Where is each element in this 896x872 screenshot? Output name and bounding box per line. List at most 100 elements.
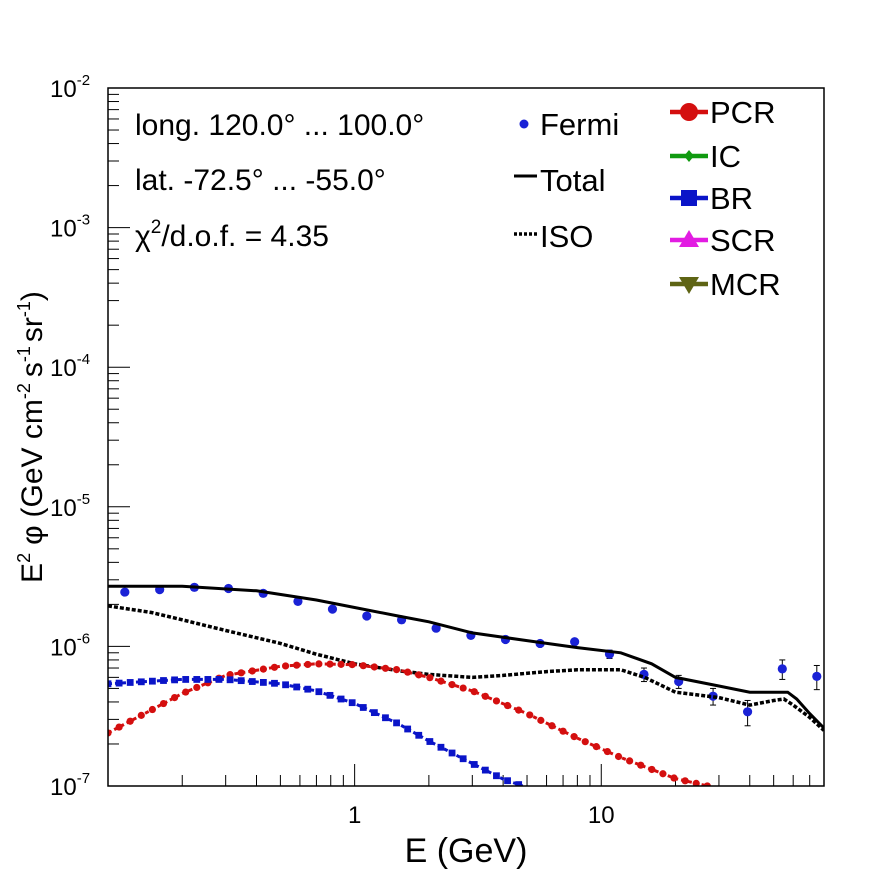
y-tick-label: 10-6 bbox=[50, 630, 90, 661]
pcr-point bbox=[592, 743, 600, 751]
longitude-annotation: long. 120.0° ... 100.0° bbox=[135, 109, 424, 142]
br-point bbox=[382, 714, 389, 722]
y-label-s-sup: -1 bbox=[14, 346, 34, 362]
fermi-point bbox=[570, 637, 580, 647]
pcr-point bbox=[270, 663, 279, 671]
pcr-point bbox=[614, 752, 623, 761]
fermi-point bbox=[293, 596, 303, 607]
pcr-point bbox=[681, 777, 689, 785]
pcr-point bbox=[515, 706, 523, 714]
pcr-point bbox=[415, 671, 423, 679]
pcr-point bbox=[459, 684, 467, 692]
y-tick-base: 10 bbox=[50, 495, 77, 522]
legend-triangle-up-marker bbox=[679, 230, 699, 247]
br-point bbox=[504, 777, 511, 785]
pcr-point bbox=[337, 660, 345, 668]
y-label-unit-open: (GeV cm bbox=[16, 399, 49, 517]
br-point bbox=[315, 688, 323, 696]
br-point bbox=[126, 679, 134, 686]
fermi-point bbox=[120, 587, 130, 597]
pcr-point bbox=[193, 683, 201, 692]
y-tick-exp: -4 bbox=[77, 351, 90, 368]
legend-item-br: BR bbox=[670, 181, 753, 216]
br-point bbox=[282, 681, 289, 689]
br-point bbox=[415, 731, 423, 739]
br-point bbox=[271, 679, 278, 687]
y-tick-label: 10-2 bbox=[50, 72, 90, 103]
pcr-point bbox=[381, 664, 390, 672]
pcr-point bbox=[559, 727, 567, 735]
x-axis-label: E (GeV) bbox=[405, 832, 528, 870]
y-tick-exp: -6 bbox=[77, 630, 90, 647]
y-tick-exp: -5 bbox=[77, 491, 90, 508]
x-tick-labels: 1 10 bbox=[348, 802, 615, 829]
pcr-point bbox=[581, 738, 589, 746]
br-point bbox=[348, 699, 356, 707]
pcr-point bbox=[148, 705, 156, 714]
br-point bbox=[293, 683, 301, 691]
y-axis-label: E2φ(GeV cm-2s-1sr-1) bbox=[14, 291, 49, 583]
series-total bbox=[108, 584, 824, 730]
pcr-point bbox=[108, 729, 112, 737]
pcr-point bbox=[481, 692, 489, 700]
pcr-point bbox=[404, 668, 412, 676]
chi-square-annotation: χ2/d.o.f. = 4.35 bbox=[135, 217, 329, 253]
br-point bbox=[259, 679, 267, 686]
y-tick-exp: -3 bbox=[77, 212, 90, 229]
br-point bbox=[470, 761, 478, 768]
br-point bbox=[160, 677, 167, 684]
pcr-point bbox=[570, 733, 578, 741]
br-point bbox=[204, 676, 212, 683]
y-tick-base: 10 bbox=[50, 634, 77, 661]
pcr-point bbox=[537, 716, 545, 724]
pcr-point bbox=[492, 697, 501, 705]
br-point bbox=[148, 677, 156, 685]
legend-label: PCR bbox=[710, 95, 775, 130]
fermi-point bbox=[777, 664, 787, 674]
legend-fermi-marker bbox=[519, 119, 529, 129]
legend-label: Fermi bbox=[540, 107, 619, 142]
legend-label: ISO bbox=[540, 219, 593, 254]
series-br bbox=[108, 676, 524, 786]
pcr-point bbox=[370, 663, 378, 671]
y-tick-labels: 10-710-610-510-410-310-2 bbox=[50, 72, 90, 801]
pcr-point bbox=[248, 667, 256, 675]
br-point bbox=[404, 725, 412, 733]
br-point bbox=[481, 766, 489, 774]
legend-label: IC bbox=[710, 139, 741, 174]
br-point bbox=[237, 677, 245, 685]
y-label-prefix-sup: 2 bbox=[14, 553, 34, 563]
legend-label: SCR bbox=[710, 223, 775, 258]
y-tick-label: 10-7 bbox=[50, 770, 90, 801]
br-point bbox=[359, 704, 367, 711]
pcr-point bbox=[182, 688, 190, 696]
pcr-point bbox=[626, 757, 634, 765]
pcr-point bbox=[137, 711, 145, 719]
pcr-point bbox=[304, 660, 312, 669]
series-iso bbox=[108, 604, 824, 732]
br-point bbox=[248, 678, 256, 685]
br-point bbox=[337, 695, 345, 703]
y-tick-base: 10 bbox=[50, 216, 77, 243]
pcr-point bbox=[359, 662, 367, 670]
br-point bbox=[326, 691, 334, 699]
chi-symbol: χ bbox=[135, 220, 151, 253]
pcr-point bbox=[281, 662, 290, 670]
series-layer bbox=[108, 582, 824, 786]
pcr-point bbox=[293, 661, 301, 669]
br-point bbox=[304, 685, 312, 693]
y-label-cm-sup: -2 bbox=[14, 383, 34, 399]
pcr-point bbox=[637, 761, 645, 769]
legend-label: Total bbox=[540, 163, 605, 198]
fermi-point bbox=[362, 611, 372, 621]
pcr-point bbox=[392, 666, 401, 674]
br-point bbox=[459, 755, 467, 763]
pcr-point bbox=[692, 779, 700, 786]
legend-item-mcr: MCR bbox=[670, 267, 781, 302]
pcr-point bbox=[503, 701, 512, 710]
legend-item-fermi: Fermi bbox=[519, 107, 619, 142]
y-tick-base: 10 bbox=[50, 355, 77, 382]
y-tick-base: 10 bbox=[50, 76, 77, 103]
fermi-point bbox=[431, 623, 441, 633]
